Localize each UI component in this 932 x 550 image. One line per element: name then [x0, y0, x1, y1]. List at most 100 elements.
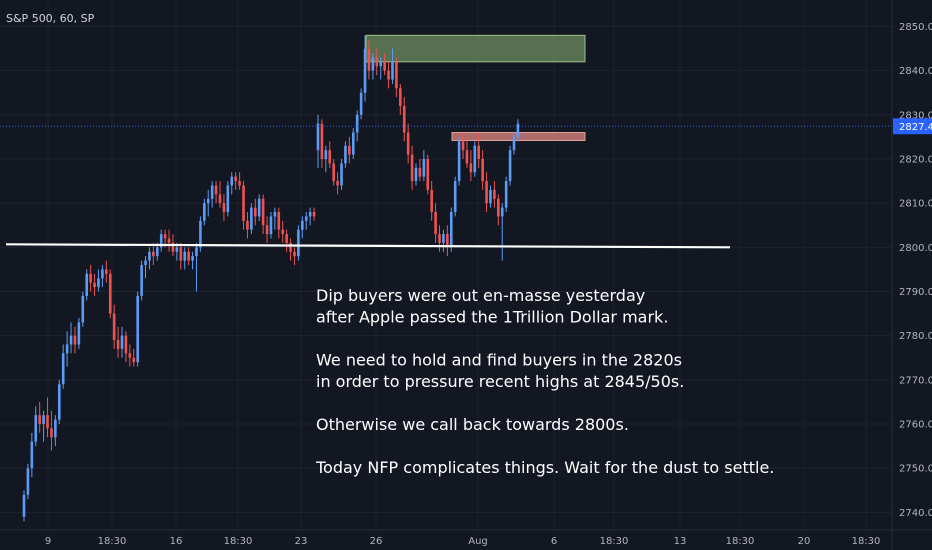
candle-body	[175, 247, 179, 252]
y-tick-label: 2790.00	[899, 287, 932, 298]
candle-body	[93, 282, 96, 288]
candle-body	[285, 234, 288, 243]
y-tick-label: 2800.00	[899, 243, 932, 254]
chart-note: Dip buyers were out en-masse yesterday af…	[315, 286, 774, 477]
candle-body	[395, 61, 398, 89]
candle-body	[289, 242, 292, 252]
candle-body	[246, 220, 249, 230]
candle-body	[344, 145, 347, 164]
candle-body	[155, 247, 159, 257]
candle-body	[222, 203, 226, 212]
candle-body	[30, 441, 34, 469]
candle-body	[332, 163, 335, 182]
x-tick-label: 6	[551, 536, 557, 547]
candle-body	[242, 185, 245, 221]
candle-body	[367, 48, 371, 71]
candle-body	[105, 269, 108, 274]
candle-body	[57, 384, 61, 420]
candle-body	[481, 159, 484, 182]
candle-body	[430, 189, 433, 212]
y-tick-label: 2830.00	[899, 110, 932, 121]
candle-body	[348, 145, 351, 155]
candle-body	[363, 48, 367, 93]
candle-body	[500, 207, 504, 217]
candle-body	[485, 181, 488, 204]
candle-body	[410, 154, 414, 182]
candle-body	[281, 229, 285, 235]
candle-body	[473, 145, 477, 173]
candle-body	[422, 159, 426, 177]
candle-body	[73, 335, 77, 345]
x-tick-label: 23	[295, 536, 308, 547]
note-line: Dip buyers were out en-masse yesterday	[316, 286, 645, 305]
note-line: Today NFP complicates things. Wait for t…	[315, 458, 774, 477]
candle-body	[489, 189, 492, 204]
candle-body	[257, 198, 261, 217]
candle-body	[148, 251, 151, 261]
candle-body	[226, 185, 230, 212]
candle-body	[46, 415, 49, 429]
candle-body	[50, 428, 53, 438]
candle-body	[191, 256, 194, 261]
candle-body	[387, 70, 390, 80]
candle-body	[442, 234, 445, 243]
candle-body	[351, 132, 355, 155]
candle-body	[328, 150, 332, 164]
candle-body	[446, 234, 449, 248]
x-tick-label: 18:30	[98, 536, 127, 547]
candle-body	[195, 247, 198, 257]
candle-body	[116, 340, 120, 349]
candle-body	[449, 212, 453, 248]
candle-body	[38, 415, 41, 424]
candle-body	[234, 176, 237, 182]
candle-body	[273, 212, 277, 217]
candle-body	[144, 260, 147, 265]
x-tick-label: 13	[674, 536, 687, 547]
candle-body	[477, 145, 481, 159]
candle-body	[457, 141, 461, 182]
candle-body	[171, 242, 175, 252]
symbol-label: S&P 500, 60, SP	[6, 12, 95, 25]
candle-body	[301, 220, 304, 230]
last-price-box	[893, 118, 932, 135]
candle-body	[238, 181, 241, 186]
candle-body	[210, 185, 214, 199]
resistance-zone	[365, 34, 586, 63]
candle-body	[34, 415, 38, 442]
candle-body	[22, 494, 26, 517]
candle-body	[406, 132, 410, 155]
candle-body	[69, 335, 73, 345]
x-tick-label: Aug	[468, 536, 488, 547]
candle-body	[101, 269, 104, 279]
candle-body	[253, 207, 257, 217]
candle-body	[152, 251, 155, 257]
candle-body	[124, 335, 128, 354]
support-line-2800	[5, 243, 731, 249]
candle-body	[359, 92, 363, 115]
candle-body	[504, 181, 508, 208]
candle-body	[112, 313, 116, 341]
candle-body	[120, 335, 124, 349]
y-tick-label: 2810.00	[899, 199, 932, 210]
candle-body	[199, 220, 202, 248]
candle-body	[85, 273, 89, 296]
candle-body	[297, 229, 300, 257]
candle-body	[512, 136, 516, 151]
candle-body	[516, 123, 520, 137]
candle-body	[206, 198, 210, 204]
candle-body	[493, 189, 496, 199]
candle-body	[261, 198, 265, 226]
y-tick-label: 2740.00	[899, 508, 932, 519]
candle-body	[402, 106, 406, 133]
candle-body	[308, 212, 312, 217]
candle-body	[77, 322, 81, 345]
candle-body	[163, 234, 167, 239]
levels	[0, 125, 892, 249]
candle-body	[128, 353, 132, 358]
y-tick-label: 2750.00	[899, 464, 932, 475]
note-line: Otherwise we call back towards 2800s.	[316, 415, 629, 434]
candle-body	[179, 247, 183, 261]
candle-body	[42, 415, 45, 424]
